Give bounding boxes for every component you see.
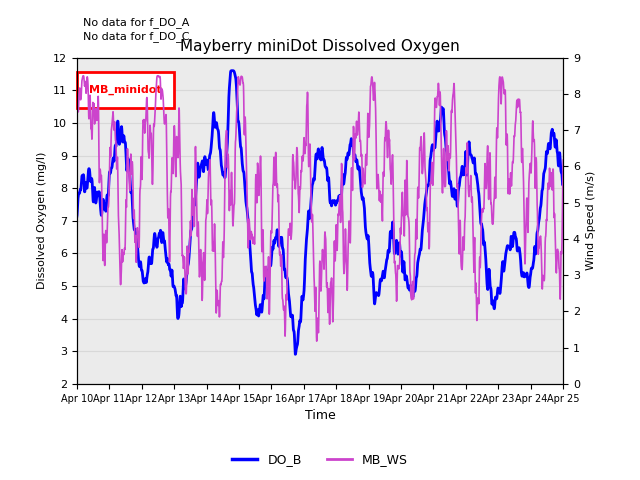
Y-axis label: Dissolved Oxygen (mg/l): Dissolved Oxygen (mg/l) (37, 152, 47, 289)
Text: No data for f_DO_C: No data for f_DO_C (83, 31, 189, 42)
Title: Mayberry miniDot Dissolved Oxygen: Mayberry miniDot Dissolved Oxygen (180, 39, 460, 54)
Text: MB_minidot: MB_minidot (89, 85, 162, 96)
FancyBboxPatch shape (77, 72, 174, 108)
Legend: DO_B, MB_WS: DO_B, MB_WS (227, 448, 413, 471)
Y-axis label: Wind Speed (m/s): Wind Speed (m/s) (586, 171, 596, 270)
Text: No data for f_DO_A: No data for f_DO_A (83, 17, 189, 28)
X-axis label: Time: Time (305, 409, 335, 422)
